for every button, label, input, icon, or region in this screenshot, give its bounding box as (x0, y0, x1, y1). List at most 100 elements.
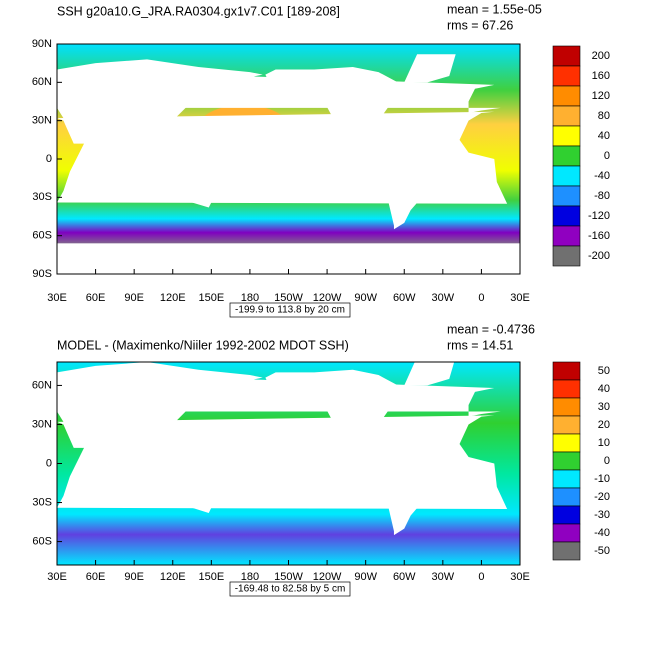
colorbar-box (552, 361, 581, 381)
colorbar-box (552, 165, 581, 187)
lon-label: 120E (160, 292, 186, 304)
colorbar-label: 120 (592, 90, 610, 102)
lon-label: 60E (86, 571, 106, 583)
colorbar-box (552, 45, 581, 67)
colorbar-box (552, 245, 581, 267)
lat-label: 60N (32, 76, 52, 88)
lon-label: 0 (478, 571, 484, 583)
lon-label: 150W (274, 571, 303, 583)
colorbar-label: 0 (604, 150, 610, 162)
colorbar-label: -120 (588, 210, 610, 222)
lat-label: 30S (32, 496, 52, 508)
colorbar-box (552, 523, 581, 543)
land (404, 362, 455, 386)
land (265, 369, 437, 536)
map-panel: MODEL - (Maximenko/Niiler 1992-2002 MDOT… (32, 322, 610, 597)
mean-label: mean = -0.4736 (447, 322, 535, 336)
colorbar-label: 30 (598, 401, 610, 413)
lon-label: 30E (510, 571, 530, 583)
colorbar-label: -80 (594, 190, 610, 202)
lon-label: 150W (274, 292, 303, 304)
info-box (229, 302, 351, 318)
colorbar-label: 40 (598, 130, 610, 142)
colorbar-box (552, 125, 581, 147)
land (140, 152, 212, 170)
lon-label: 90W (354, 571, 377, 583)
land (165, 477, 216, 513)
contour-info: -169.48 to 82.58 by 5 cm (235, 584, 346, 595)
rms-label: rms = 14.51 (447, 338, 513, 352)
colorbar-label: -160 (588, 230, 610, 242)
lon-label: 120W (313, 292, 342, 304)
land (140, 456, 212, 474)
colorbar-label: -200 (588, 250, 610, 262)
colorbar-box (552, 145, 581, 167)
lon-label: 150E (198, 571, 224, 583)
lon-label: 150E (198, 292, 224, 304)
colorbar-label: -20 (594, 491, 610, 503)
colorbar-label: -40 (594, 170, 610, 182)
land (57, 111, 508, 204)
lat-label: 30N (32, 418, 52, 430)
colorbar-label: -10 (594, 473, 610, 485)
colorbar-label: 80 (598, 110, 610, 122)
colorbar-box (552, 65, 581, 87)
lat-label: 60N (32, 379, 52, 391)
info-box (229, 581, 351, 597)
lon-label: 120W (313, 571, 342, 583)
lon-label: 60W (393, 571, 416, 583)
rms-label: rms = 67.26 (447, 18, 513, 32)
lat-label: 60S (32, 535, 52, 547)
lat-label: 30S (32, 191, 52, 203)
map-panel: SSH g20a10.G_JRA.RA0304.gx1v7.C01 [189-2… (32, 2, 610, 318)
lat-label: 60S (32, 230, 52, 242)
land (165, 173, 216, 208)
lon-label: 30W (432, 571, 455, 583)
lon-label: 180 (241, 571, 259, 583)
lon-label: 90E (124, 571, 144, 583)
mean-label: mean = 1.55e-05 (447, 2, 542, 16)
colorbar-box (552, 505, 581, 525)
lon-label: 0 (478, 292, 484, 304)
colorbar-box (552, 451, 581, 471)
lon-label: 180 (241, 292, 259, 304)
lat-label: 90S (32, 268, 52, 280)
lon-label: 30E (47, 571, 67, 583)
lat-label: 0 (46, 153, 52, 165)
lat-label: 0 (46, 457, 52, 469)
land (404, 54, 456, 83)
colorbar-box (552, 85, 581, 107)
lat-label: 30N (32, 115, 52, 127)
colorbar-label: -30 (594, 509, 610, 521)
lon-label: 120E (160, 571, 186, 583)
colorbar-label: 0 (604, 455, 610, 467)
colorbar-box (552, 225, 581, 247)
colorbar-box (552, 397, 581, 417)
lat-label: 90N (32, 38, 52, 50)
lon-label: 90E (124, 292, 144, 304)
colorbar-box (552, 487, 581, 507)
land (57, 415, 508, 510)
colorbar-label: 160 (592, 70, 610, 82)
colorbar-label: -40 (594, 527, 610, 539)
colorbar-box (552, 185, 581, 207)
map-field (57, 362, 520, 565)
lon-label: 60E (86, 292, 106, 304)
colorbar-label: 40 (598, 383, 610, 395)
colorbar-label: 10 (598, 437, 610, 449)
colorbar-label: 50 (598, 365, 610, 377)
colorbar-label: -50 (594, 545, 610, 557)
colorbar-box (552, 541, 581, 561)
colorbar-box (552, 433, 581, 453)
panel-title: MODEL - (Maximenko/Niiler 1992-2002 MDOT… (57, 338, 349, 352)
map-field (57, 44, 520, 274)
colorbar-box (552, 205, 581, 227)
lon-label: 60W (393, 292, 416, 304)
lon-label: 90W (354, 292, 377, 304)
land (265, 67, 437, 230)
lon-label: 30W (432, 292, 455, 304)
lon-label: 30E (510, 292, 530, 304)
colorbar-box (552, 105, 581, 127)
panel-title: SSH g20a10.G_JRA.RA0304.gx1v7.C01 [189-2… (57, 4, 340, 18)
